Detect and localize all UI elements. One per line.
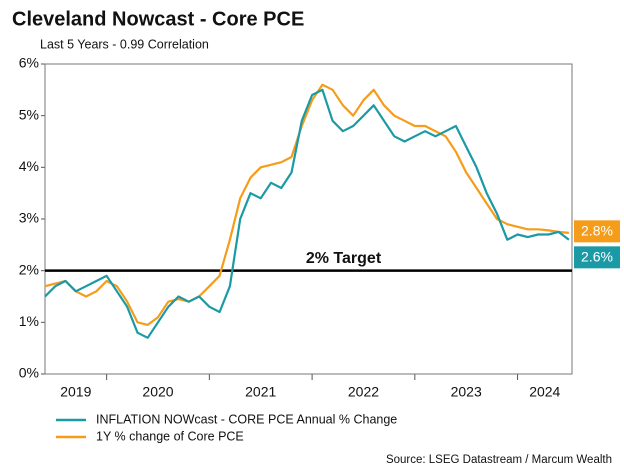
end-badge-label: 2.8%: [581, 223, 613, 239]
end-badge: [574, 220, 620, 243]
series-line: [44, 83, 570, 326]
chart-subtitle: Last 5 Years - 0.99 Correlation: [40, 37, 209, 51]
chart-title: Cleveland Nowcast - Core PCE: [12, 8, 304, 30]
x-tick-label: 2021: [245, 384, 276, 400]
y-tick-label: 6%: [19, 55, 39, 71]
source-note: Source: LSEG Datastream / Marcum Wealth: [386, 454, 612, 466]
plot-frame: [44, 63, 573, 375]
x-tick-label: 2023: [451, 384, 482, 400]
end-badge-label: 2.6%: [581, 249, 613, 265]
y-tick-label: 0%: [19, 365, 39, 381]
y-tick-label: 2%: [19, 261, 39, 277]
legend-label: INFLATION NOWcast - CORE PCE Annual % Ch…: [96, 412, 397, 426]
series-line: [44, 88, 570, 339]
y-tick-label: 4%: [19, 158, 39, 174]
target-label: 2% Target: [306, 250, 382, 267]
x-tick-label: 2024: [529, 384, 560, 400]
y-tick-label: 1%: [19, 313, 39, 329]
end-badge: [574, 246, 620, 269]
y-tick-label: 3%: [19, 210, 39, 226]
x-tick-label: 2019: [60, 384, 91, 400]
x-tick-label: 2020: [142, 384, 173, 400]
x-tick-label: 2022: [348, 384, 379, 400]
legend-label: 1Y % change of Core PCE: [96, 429, 244, 443]
y-tick-label: 5%: [19, 106, 39, 122]
